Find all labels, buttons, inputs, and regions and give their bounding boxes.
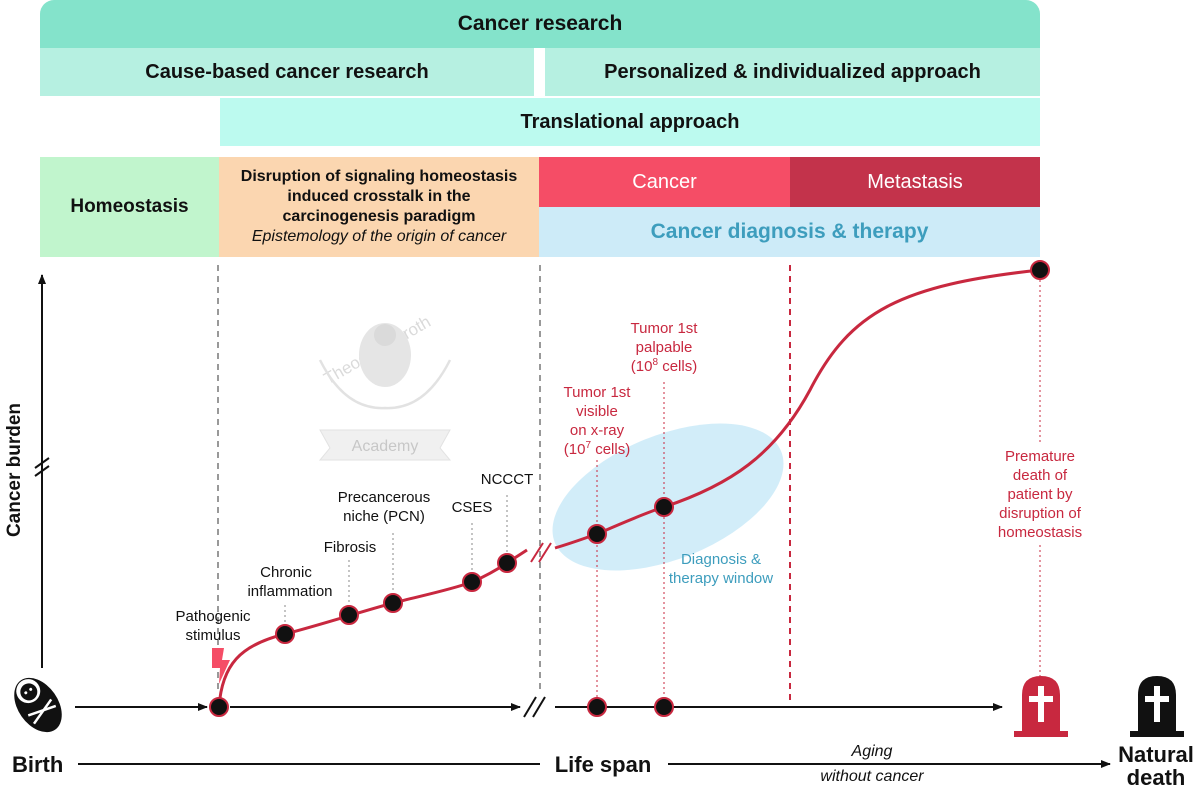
metastasis-end-dot [1030,260,1050,280]
tombstone-icon [1130,676,1184,737]
cancer-research-band: Cancer research [40,0,1040,48]
cses-dot [462,572,482,592]
ribbon-shape [318,429,452,461]
diagnosis-therapy-label: Cancer diagnosis & therapy [650,220,929,243]
palpable-cells-pre: (10 [631,358,653,375]
personalized-band: Personalized & individualized approach [545,48,1040,96]
natural-death-label-1: Natural [1118,742,1194,767]
timeline-break-2 [532,696,546,718]
laurel-left [318,359,452,410]
palpable-cells-post: cells) [658,358,697,375]
natural-death-label-2: death [1127,765,1186,789]
tumor-leader-lines [596,280,1041,700]
pcn-label-1: Precancerous [338,489,431,506]
visible-time-dot [587,697,607,717]
pathogenic-label-2: stimulus [185,627,240,644]
fibrosis-label: Fibrosis [324,539,377,556]
window-label-2: therapy window [669,570,773,587]
premature-tombstone-icon [1014,676,1068,737]
palpable-label-3: (108 cells) [631,357,697,375]
personalized-label: Personalized & individualized approach [604,60,981,83]
fibrosis-dot [339,605,359,625]
y-axis-break-1 [34,457,50,469]
translational-band: Translational approach [220,98,1040,146]
visible-label-4: (107 cells) [564,440,630,458]
aging-label-2: without cancer [820,768,924,785]
tumor-visible-dot [587,524,607,544]
portrait-icon [359,323,411,387]
ncccct-label: NCCCT [481,471,534,488]
chronic-inflammation-dot [275,624,295,644]
palpable-time-dot [654,697,674,717]
ncccct-dot [497,553,517,573]
portrait-head [374,324,396,346]
tumor-palpable-dot [654,497,674,517]
visible-cells-sup: 7 [585,440,591,451]
baby-icon [14,677,62,733]
chronic-label-1: Chronic [260,564,312,581]
life-span-label: Life span [555,752,652,777]
disruption-phase: Disruption of signaling homeostasis indu… [219,157,539,257]
window-label-1: Diagnosis & [681,551,761,568]
leader-lines [284,492,508,632]
chronic-label-2: inflammation [247,583,332,600]
disruption-line-2: induced crosstalk in the [287,188,471,205]
curve-break-2 [538,542,552,563]
homeostasis-phase: Homeostasis [40,157,219,257]
metastasis-phase: Metastasis [790,157,1040,207]
watermark-academy: Academy [352,438,419,455]
visible-label-1: Tumor 1st [564,384,632,401]
disruption-italic: Epistemology of the origin of cancer [251,228,507,245]
y-axis-label: Cancer burden [4,403,25,537]
timeline-break-1 [523,696,537,718]
premature-label-3: patient by [1007,486,1073,503]
lightning-icon [212,648,230,684]
homeostasis-label: Homeostasis [70,196,189,217]
cause-based-label: Cause-based cancer research [145,60,429,83]
diagnosis-window-ellipse [552,423,784,571]
cses-label: CSES [452,499,493,516]
y-axis-break-2 [34,465,50,477]
stimulus-time-dot [209,697,229,717]
visible-label-2: visible [576,403,618,420]
premature-label-2: death of [1013,467,1068,484]
disruption-line-3: carcinogenesis paradigm [282,208,476,225]
pathogenic-label-1: Pathogenic [175,608,251,625]
billroth-watermark: Theodor Billroth Academy [318,312,452,461]
palpable-label-2: palpable [636,339,693,356]
cause-based-band: Cause-based cancer research [40,48,534,96]
pcn-label-2: niche (PCN) [343,508,425,525]
pcn-dot [383,593,403,613]
cancer-label: Cancer [632,170,697,193]
palpable-label-1: Tumor 1st [631,320,699,337]
premature-label-5: homeostasis [998,524,1082,541]
cancer-research-label: Cancer research [457,12,623,35]
translational-label: Translational approach [520,110,740,133]
palpable-cells-sup: 8 [652,357,658,368]
birth-label: Birth [12,752,63,777]
metastasis-label: Metastasis [867,170,963,193]
disruption-line-1: Disruption of signaling homeostasis [240,168,518,185]
visible-label-3: on x-ray [570,422,625,439]
diagnosis-therapy-phase: Cancer diagnosis & therapy [539,207,1040,257]
premature-label-4: disruption of [999,505,1082,522]
visible-cells-pre: (10 [564,441,586,458]
premature-label-1: Premature [1005,448,1075,465]
visible-cells-post: cells) [591,441,630,458]
aging-label-1: Aging [851,743,893,760]
cancer-phase: Cancer [539,157,790,207]
curve-break-1 [530,542,544,563]
